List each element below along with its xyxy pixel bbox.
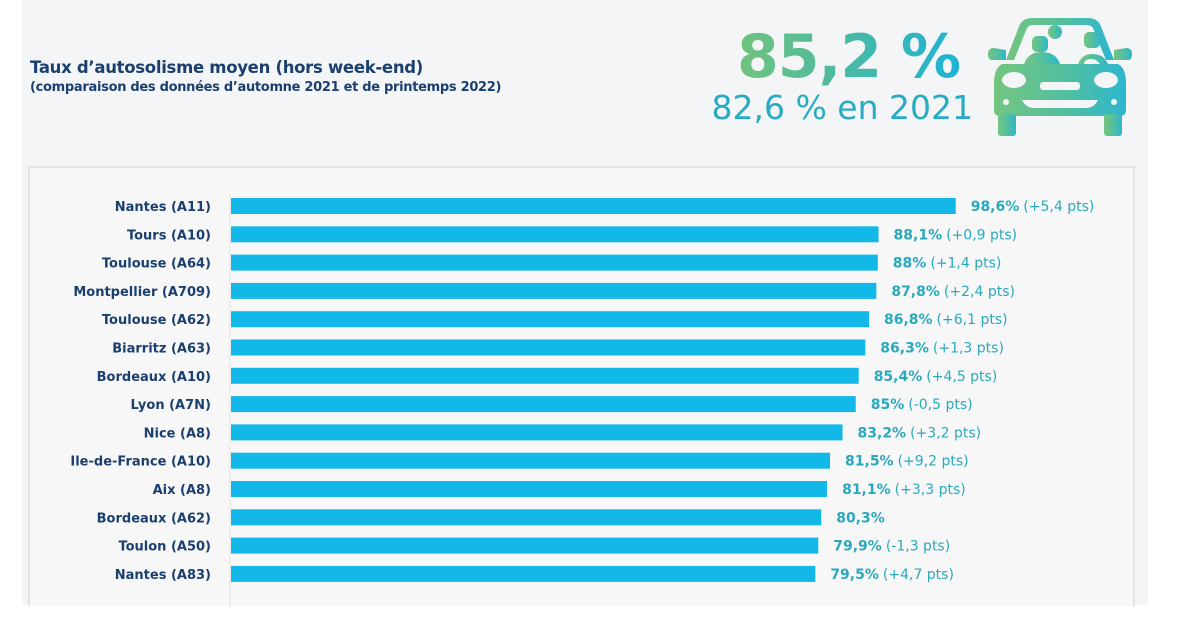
highlight-value: 85,2 % bbox=[736, 22, 961, 92]
delta-label: (-1,3 pts) bbox=[886, 539, 950, 555]
bar-row: Nantes (A83) 79,5% (+4,7 pts) bbox=[115, 565, 954, 583]
category-label: Lyon (A7N) bbox=[131, 398, 211, 413]
bar-row: Bordeaux (A62) 80,3% bbox=[97, 509, 885, 526]
bar bbox=[231, 226, 879, 243]
value-label: 80,3% bbox=[836, 510, 885, 526]
previous-year-value: 82,6 % en 2021 bbox=[711, 88, 973, 127]
category-label: Tours (A10) bbox=[127, 228, 211, 243]
bar bbox=[231, 481, 828, 497]
category-label: Ile-de-France (A10) bbox=[70, 455, 211, 470]
bar bbox=[231, 339, 866, 356]
car-with-passengers-icon bbox=[988, 18, 1132, 136]
value-label-group: 98,6% (+5,4 pts) bbox=[971, 199, 1095, 215]
bar-row: Aix (A8) 81,1% (+3,3 pts) bbox=[153, 481, 966, 498]
delta-label: (+4,7 pts) bbox=[883, 567, 954, 583]
bar bbox=[231, 509, 822, 526]
category-label: Nantes (A11) bbox=[115, 200, 211, 215]
bar bbox=[231, 282, 877, 299]
delta-label: (+3,2 pts) bbox=[910, 425, 981, 441]
bar bbox=[231, 198, 956, 214]
bar-row: Biarritz (A63) 86,3% (+1,3 pts) bbox=[112, 339, 1004, 357]
chart-title: Taux d’autosolisme moyen (hors week-end) bbox=[30, 58, 424, 77]
value-label: 85,4% bbox=[874, 369, 923, 385]
value-label-group: 81,1% (+3,3 pts) bbox=[842, 482, 966, 498]
delta-label: (+9,2 pts) bbox=[898, 454, 969, 470]
bar-row: Nantes (A11) 98,6% (+5,4 pts) bbox=[115, 198, 1095, 215]
delta-label: (+1,3 pts) bbox=[933, 341, 1004, 357]
bar-row: Bordeaux (A10) 85,4% (+4,5 pts) bbox=[97, 367, 998, 385]
delta-label: (+2,4 pts) bbox=[944, 284, 1015, 300]
category-label: Toulouse (A62) bbox=[102, 313, 211, 328]
value-label-group: 85% (-0,5 pts) bbox=[871, 397, 973, 413]
delta-label: (+1,4 pts) bbox=[930, 256, 1001, 272]
bar bbox=[231, 452, 831, 469]
value-label: 81,1% bbox=[842, 482, 891, 498]
bar-row: Nice (A8) 83,2% (+3,2 pts) bbox=[144, 424, 982, 441]
category-label: Bordeaux (A62) bbox=[97, 511, 211, 526]
bar-row: Lyon (A7N) 85% (-0,5 pts) bbox=[131, 396, 973, 413]
bar-row: Toulouse (A64) 88% (+1,4 pts) bbox=[102, 254, 1002, 272]
value-label: 83,2% bbox=[858, 425, 907, 441]
value-label-group: 80,3% bbox=[836, 510, 885, 526]
category-label: Toulon (A50) bbox=[118, 540, 211, 555]
value-label: 88,1% bbox=[894, 227, 943, 243]
bar bbox=[231, 311, 869, 328]
value-label: 81,5% bbox=[845, 454, 894, 470]
value-label-group: 83,2% (+3,2 pts) bbox=[858, 425, 982, 441]
category-label: Nantes (A83) bbox=[115, 568, 211, 583]
value-label-group: 86,8% (+6,1 pts) bbox=[884, 312, 1008, 328]
delta-label: (-0,5 pts) bbox=[908, 397, 972, 413]
bar bbox=[231, 424, 843, 441]
value-label: 85% bbox=[871, 397, 905, 413]
bar bbox=[231, 367, 859, 384]
bar bbox=[231, 537, 819, 554]
value-label-group: 79,5% (+4,7 pts) bbox=[830, 567, 954, 583]
category-label: Montpellier (A709) bbox=[73, 285, 211, 300]
delta-label: (+0,9 pts) bbox=[946, 227, 1017, 243]
delta-label: (+6,1 pts) bbox=[937, 312, 1008, 328]
bar-row: Ile-de-France (A10) 81,5% (+9,2 pts) bbox=[70, 452, 969, 470]
bar-chart: Nantes (A11) 98,6% (+5,4 pts) Tours (A10) 88… bbox=[70, 194, 1095, 608]
value-label: 98,6% bbox=[971, 199, 1020, 215]
value-label-group: 86,3% (+1,3 pts) bbox=[880, 341, 1004, 357]
value-label-group: 79,9% (-1,3 pts) bbox=[833, 539, 950, 555]
bar-row: Toulon (A50) 79,9% (-1,3 pts) bbox=[118, 537, 950, 555]
bar-row: Montpellier (A709) 87,8% (+2,4 pts) bbox=[73, 282, 1015, 300]
value-label: 88% bbox=[893, 256, 927, 272]
value-label: 86,3% bbox=[880, 341, 929, 357]
value-label-group: 85,4% (+4,5 pts) bbox=[874, 369, 998, 385]
category-label: Aix (A8) bbox=[153, 483, 211, 498]
bar-row: Toulouse (A62) 86,8% (+6,1 pts) bbox=[102, 311, 1008, 328]
bar bbox=[231, 254, 878, 271]
chart-subtitle: (comparaison des données d’automne 2021 … bbox=[30, 80, 502, 95]
category-label: Biarritz (A63) bbox=[112, 342, 211, 357]
bar bbox=[231, 396, 856, 413]
delta-label: (+3,3 pts) bbox=[895, 482, 966, 498]
value-label: 86,8% bbox=[884, 312, 933, 328]
value-label-group: 81,5% (+9,2 pts) bbox=[845, 454, 969, 470]
bar-row: Tours (A10) 88,1% (+0,9 pts) bbox=[127, 226, 1017, 243]
delta-label: (+4,5 pts) bbox=[926, 369, 997, 385]
value-label: 79,5% bbox=[830, 567, 879, 583]
bar bbox=[231, 565, 816, 582]
value-label-group: 88% (+1,4 pts) bbox=[893, 256, 1002, 272]
value-label-group: 88,1% (+0,9 pts) bbox=[894, 227, 1018, 243]
category-label: Bordeaux (A10) bbox=[97, 370, 211, 385]
value-label: 87,8% bbox=[891, 284, 940, 300]
category-label: Nice (A8) bbox=[144, 426, 211, 441]
category-label: Toulouse (A64) bbox=[102, 257, 211, 272]
delta-label: (+5,4 pts) bbox=[1023, 199, 1094, 215]
chart-area: Nantes (A11) 98,6% (+5,4 pts) Tours (A10) 88… bbox=[28, 166, 1135, 608]
value-label: 79,9% bbox=[833, 539, 882, 555]
value-label-group: 87,8% (+2,4 pts) bbox=[891, 284, 1015, 300]
